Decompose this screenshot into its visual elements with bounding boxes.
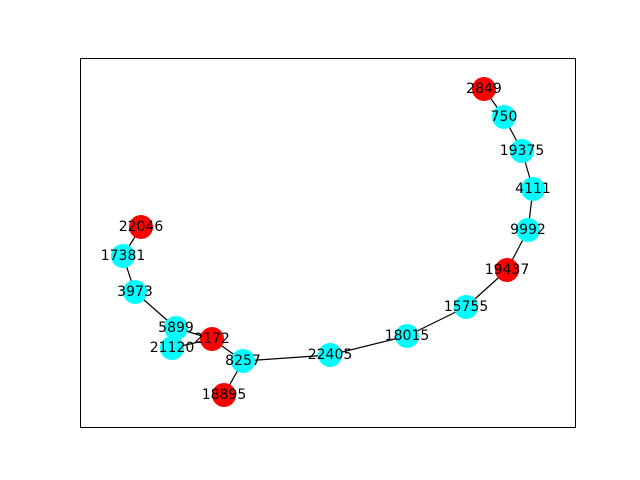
node-8257	[231, 349, 255, 373]
node-19437	[495, 258, 519, 282]
node-18015	[395, 324, 419, 348]
node-17381	[111, 244, 135, 268]
node-750	[492, 105, 516, 129]
node-2172	[200, 327, 224, 351]
node-5899	[164, 316, 188, 340]
node-label-19375: 19375	[500, 143, 545, 159]
node-label-5899: 5899	[158, 320, 194, 336]
node-label-2172: 2172	[194, 331, 230, 347]
node-label-2849: 2849	[466, 81, 502, 97]
edge-22405-8257	[242, 354, 331, 362]
node-label-15755: 15755	[444, 299, 489, 315]
node-22046	[129, 215, 153, 239]
node-label-19437: 19437	[485, 262, 530, 278]
label-layer: 2849 750 19375 4111 9992 19437 15755 18015 22405…	[101, 81, 551, 403]
node-22405	[318, 343, 342, 367]
plot-frame	[80, 58, 576, 428]
node-label-9992: 9992	[510, 222, 546, 238]
edge-18015-22405	[329, 335, 408, 356]
node-label-22405: 22405	[308, 347, 353, 363]
node-label-18015: 18015	[385, 328, 430, 344]
node-label-21120: 21120	[150, 340, 195, 356]
node-label-4111: 4111	[515, 181, 551, 197]
node-label-18895: 18895	[202, 387, 247, 403]
node-layer	[111, 77, 545, 407]
node-label-22046: 22046	[119, 219, 164, 235]
node-19375	[510, 139, 534, 163]
node-label-8257: 8257	[225, 353, 261, 369]
node-9992	[516, 218, 540, 242]
node-2849	[472, 77, 496, 101]
node-15755	[454, 295, 478, 319]
node-label-17381: 17381	[101, 248, 146, 264]
node-label-750: 750	[491, 109, 518, 125]
node-21120	[160, 336, 184, 360]
node-3973	[123, 280, 147, 304]
node-label-3973: 3973	[117, 284, 153, 300]
node-4111	[521, 177, 545, 201]
node-18895	[212, 383, 236, 407]
